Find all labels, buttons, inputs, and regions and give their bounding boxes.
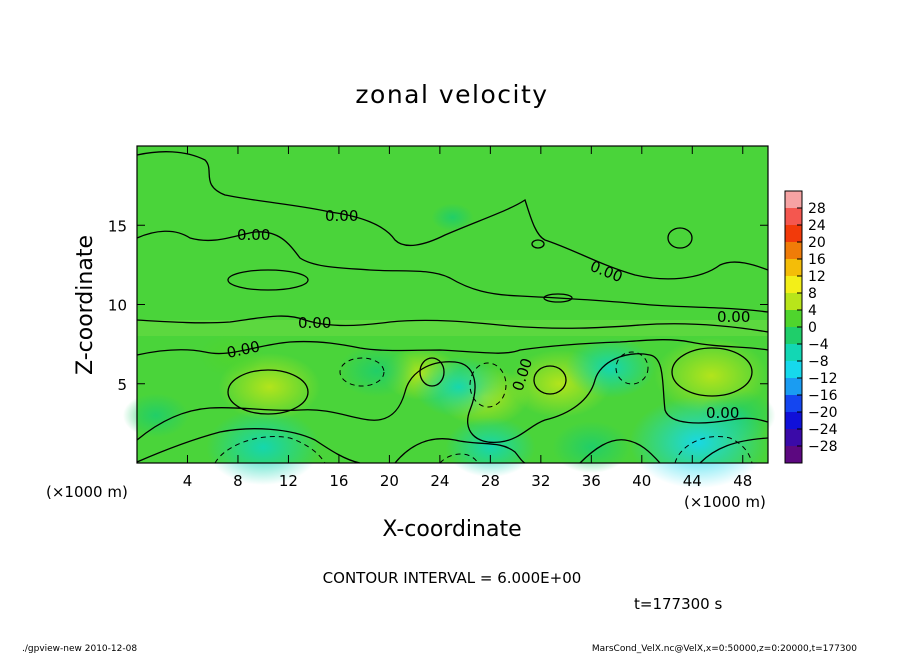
x-unit-label-left: (×1000 m) (46, 483, 128, 501)
footer-left: ./gpview-new 2010-12-08 (22, 644, 137, 654)
colorbar-swatch (785, 293, 802, 311)
colorbar-label: 24 (808, 218, 826, 234)
colorbar-swatch (785, 310, 802, 328)
x-tick-label: 44 (683, 472, 702, 490)
field-feature-negative (565, 337, 656, 398)
x-tick-label: 40 (632, 472, 651, 490)
contour-lines (136, 151, 769, 464)
x-tick-label: 8 (233, 472, 243, 490)
field-feature-positive (198, 333, 265, 378)
contour-lines-negative (214, 351, 753, 464)
y-tick-label: 5 (117, 376, 127, 394)
colorbar-label: −8 (808, 354, 829, 370)
colorbar-label: −20 (808, 405, 838, 421)
contour-closed-1 (227, 369, 309, 415)
contour-line-upper (136, 151, 769, 280)
colorbar-label: 8 (808, 286, 817, 302)
x-tick-label: 28 (481, 472, 500, 490)
time-text: t=177300 s (634, 595, 722, 613)
x-tick-label: 32 (531, 472, 550, 490)
x-tick-label: 16 (329, 472, 348, 490)
colorbar-label: 4 (808, 303, 817, 319)
contour-line-bottom (136, 428, 769, 464)
colorbar-swatch (785, 191, 802, 209)
field-features (122, 203, 776, 489)
field-feature-negative (413, 356, 504, 417)
x-tick-label: 20 (380, 472, 399, 490)
contour-closed-2 (419, 357, 445, 387)
colorbar-label: −28 (808, 439, 838, 455)
colorbar-label: −4 (808, 337, 829, 353)
field-feature-negative (552, 421, 631, 474)
x-tick-label: 48 (733, 472, 752, 490)
colorbar-label: −24 (808, 422, 838, 438)
y-axis-label: Z-coordinate (73, 235, 98, 375)
x-axis-ticks: 4 8 12 16 20 24 28 32 36 40 44 48 (183, 146, 752, 490)
contour-label-3: 0.00 (298, 314, 331, 332)
contour-closed-5 (227, 269, 309, 291)
colorbar-swatch (785, 361, 802, 379)
dashed-contour-1 (339, 357, 385, 387)
plot-area: 0.00 0.00 0.00 0.00 0.00 0.00 0.00 0.00 (122, 145, 776, 489)
dashed-contour-3 (615, 351, 649, 385)
contour-closed-8 (543, 293, 573, 303)
field-feature-negative (431, 203, 474, 232)
colorbar-label: −16 (808, 388, 838, 404)
chart-title: zonal velocity (355, 80, 548, 109)
contour-label-2: 0.00 (237, 226, 270, 244)
colorbar-label: 12 (808, 269, 826, 285)
colorbar-swatch (785, 259, 802, 277)
contour-line-middle (136, 315, 769, 333)
field-feature-negative (206, 409, 321, 486)
contour-closed-3 (533, 365, 567, 395)
field-feature-negative (445, 417, 536, 478)
x-tick-label: 4 (183, 472, 193, 490)
dashed-contour-5 (674, 436, 753, 464)
footer-right: MarsCond_VelX.nc@VelX,x=0:50000,z=0:2000… (592, 644, 857, 654)
x-axis-label: X-coordinate (382, 517, 521, 542)
x-tick-label: 24 (430, 472, 449, 490)
y-tick-label: 15 (108, 217, 127, 235)
dashed-contour-2 (469, 362, 507, 408)
field-feature-negative (122, 393, 189, 438)
contour-closed-4 (671, 347, 753, 397)
x-tick-label: 36 (582, 472, 601, 490)
contour-label-6: 0.00 (717, 308, 750, 326)
colorbar-swatch (785, 242, 802, 260)
colorbar-label: −12 (808, 371, 838, 387)
contour-line-band (136, 339, 769, 356)
colorbar-label: 20 (808, 235, 826, 251)
contour-line-upper-2 (136, 230, 769, 313)
colorbar-swatch (785, 412, 802, 430)
upper-band-shade (137, 320, 768, 336)
colorbar-swatch (785, 208, 802, 226)
colorbar-swatch (785, 225, 802, 243)
dashed-contour-6 (439, 453, 479, 464)
colorbar-swatch (785, 446, 802, 464)
x-unit-label-right: (×1000 m) (684, 493, 766, 511)
contour-label-8: 0.00 (706, 404, 739, 422)
colorbar-label: 16 (808, 252, 826, 268)
contour-interval-text: CONTOUR INTERVAL = 6.000E+00 (323, 569, 582, 587)
contour-line-lower (136, 353, 769, 444)
colorbar-swatch (785, 327, 802, 345)
field-feature-negative (337, 345, 416, 398)
y-tick-label: 10 (108, 297, 127, 315)
contour-label-1: 0.00 (325, 207, 358, 225)
y-axis-ticks: 5 10 15 (108, 217, 768, 394)
colorbar-swatch (785, 429, 802, 447)
dashed-contour-4 (214, 436, 326, 464)
colorbar-label: 0 (808, 320, 817, 336)
colorbar-swatch (785, 344, 802, 362)
colorbar-label: 28 (808, 201, 826, 217)
contour-closed-7 (531, 239, 545, 249)
x-tick-label: 12 (279, 472, 298, 490)
colorbar-swatch (785, 378, 802, 396)
colorbar-swatch (785, 276, 802, 294)
contour-closed-6 (667, 227, 693, 249)
colorbar-swatch (785, 395, 802, 413)
